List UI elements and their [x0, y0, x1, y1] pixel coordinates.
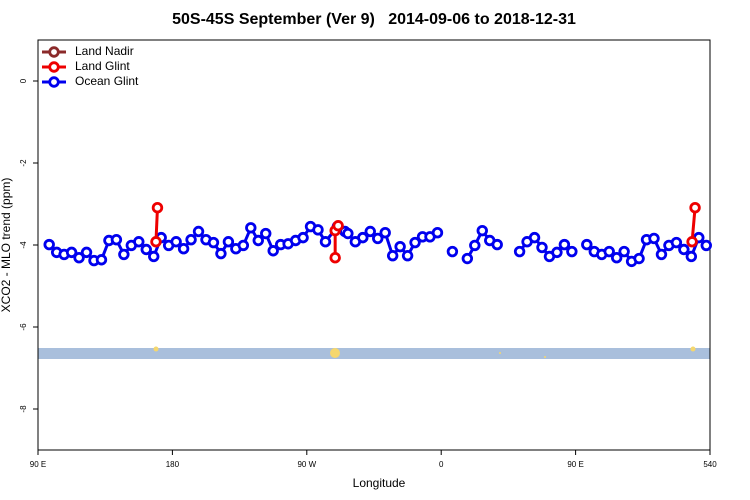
data-point: [177, 242, 190, 255]
data-point: [491, 238, 503, 251]
data-point: [513, 245, 526, 258]
data-point: [528, 231, 541, 244]
data-point: [297, 231, 309, 244]
x-tick-label: 90 E: [567, 460, 583, 469]
data-point: [655, 248, 668, 261]
data-point: [133, 236, 145, 248]
data-point: [140, 243, 152, 256]
legend-label: Land Nadir: [75, 44, 134, 58]
data-point: [431, 226, 444, 239]
legend-marker: [48, 61, 60, 73]
data-point: [686, 236, 698, 248]
data-point: [150, 236, 162, 248]
data-point: [700, 239, 712, 252]
data-point: [551, 246, 563, 259]
data-point: [581, 238, 593, 251]
x-tick-label: 90 W: [297, 460, 316, 469]
data-point: [461, 252, 474, 265]
data-point: [332, 220, 344, 232]
data-point: [95, 254, 108, 266]
data-point: [222, 236, 235, 248]
data-point: [237, 239, 250, 252]
series: [150, 201, 701, 264]
data-point: [689, 201, 701, 214]
data-point: [110, 233, 123, 246]
data-point: [319, 236, 332, 248]
x-tick-label: 540: [703, 460, 717, 469]
data-point: [43, 238, 55, 251]
data-point: [372, 232, 384, 245]
data-point: [260, 227, 272, 240]
glint-band: [38, 348, 710, 359]
legend-label: Land Glint: [75, 59, 130, 73]
legend-label: Ocean Glint: [75, 74, 139, 88]
y-tick-label: 0: [19, 78, 28, 83]
data-point: [566, 245, 578, 258]
data-point: [379, 226, 391, 239]
data-point: [446, 245, 459, 258]
data-point: [648, 232, 660, 245]
data-point: [185, 233, 197, 246]
data-point: [409, 236, 421, 249]
data-point: [73, 252, 85, 264]
data-point: [207, 236, 220, 249]
data-point: [670, 236, 683, 249]
y-tick-label: -2: [19, 159, 28, 167]
data-point: [603, 245, 615, 258]
data-point: [536, 241, 548, 254]
data-point: [252, 234, 264, 247]
y-tick-label: -4: [19, 241, 28, 249]
data-point: [476, 224, 488, 237]
legend-marker: [48, 46, 60, 58]
y-axis-label: XCO2 - MLO trend (ppm): [0, 178, 13, 313]
data-point: [633, 252, 645, 265]
x-tick-label: 0: [439, 460, 444, 469]
data-point: [65, 246, 78, 259]
y-tick-label: -8: [19, 405, 28, 413]
data-point: [148, 250, 160, 263]
data-point: [386, 249, 399, 262]
data-point: [80, 246, 93, 259]
data-point: [610, 252, 623, 264]
data-point: [342, 227, 354, 240]
data-point: [118, 248, 130, 261]
data-point: [394, 240, 406, 253]
series: [43, 220, 712, 268]
sun-markers: [153, 346, 696, 358]
data-point: [357, 231, 369, 244]
data-point: [678, 243, 690, 256]
chart-title: 50S-45S September (Ver 9) 2014-09-06 to …: [172, 11, 576, 28]
legend-marker: [48, 76, 60, 88]
data-point: [312, 224, 324, 236]
data-point: [215, 247, 227, 260]
x-axis-label: Longitude: [353, 476, 406, 490]
data-point: [558, 238, 571, 251]
data-point: [618, 245, 630, 258]
x-tick-label: 90 E: [30, 460, 46, 469]
data-point: [685, 250, 698, 263]
data-point: [170, 236, 182, 248]
data-point: [192, 225, 205, 238]
data-point: [401, 249, 414, 262]
x-tick-label: 180: [166, 460, 180, 469]
data-point: [364, 225, 376, 238]
data-point: [329, 252, 341, 264]
data-point: [245, 222, 257, 234]
data-point: [267, 245, 279, 257]
y-tick-label: -6: [19, 323, 28, 331]
data-point: [469, 239, 481, 252]
data-point: [151, 201, 164, 214]
